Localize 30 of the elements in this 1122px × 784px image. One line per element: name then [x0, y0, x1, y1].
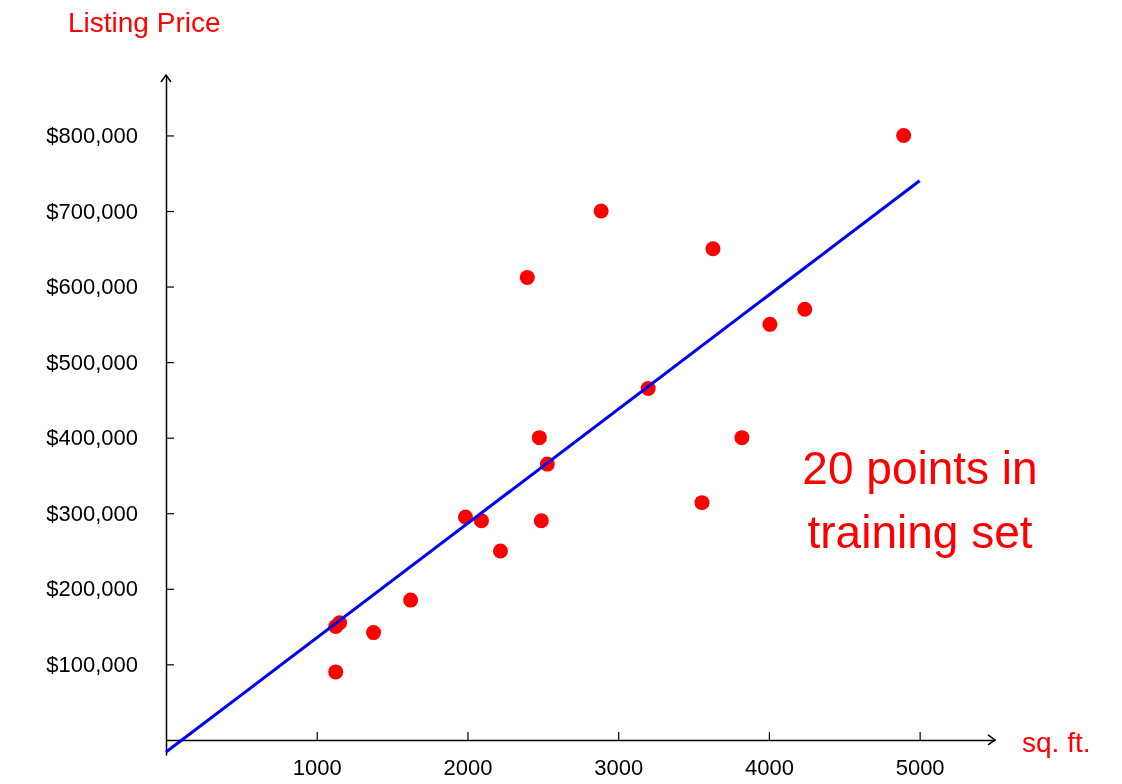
y-tick-label: $400,000	[46, 425, 138, 451]
point	[734, 430, 750, 446]
y-tick-label: $300,000	[46, 500, 138, 526]
point	[762, 316, 778, 332]
annotation: 20 points in training set	[802, 442, 1038, 558]
point	[705, 241, 721, 257]
y-tick-label: $800,000	[46, 122, 138, 148]
point	[531, 430, 547, 446]
y-tick-label: $700,000	[46, 198, 138, 224]
point	[797, 301, 813, 317]
y-tick-label: $500,000	[46, 349, 138, 375]
y-tick-label: $200,000	[46, 576, 138, 602]
x-tick-label: 5000	[895, 755, 945, 781]
point	[896, 127, 912, 143]
x-tick-label: 1000	[292, 755, 342, 781]
y-tick-label: $600,000	[46, 274, 138, 300]
x-tick-label: 4000	[744, 755, 794, 781]
point	[366, 625, 382, 641]
point	[533, 513, 549, 529]
point	[593, 203, 609, 219]
x-tick-label: 3000	[594, 755, 644, 781]
point	[492, 543, 508, 559]
point	[403, 592, 419, 608]
y-axis-title: Listing Price	[68, 7, 221, 38]
x-tick-label: 2000	[443, 755, 493, 781]
y-tick-label: $100,000	[46, 651, 138, 677]
point	[694, 495, 710, 511]
point	[519, 269, 535, 285]
point	[328, 664, 344, 680]
x-axis-title: sq. ft.	[1022, 726, 1091, 758]
